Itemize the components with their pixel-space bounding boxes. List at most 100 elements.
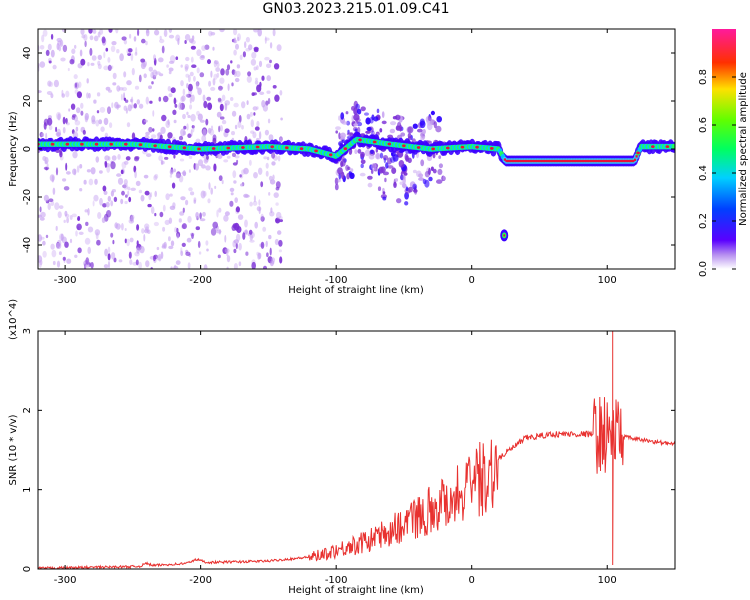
spectrogram-cloud-dot [403,172,408,176]
spectrogram-speckle-dot [112,72,117,80]
spectrogram-speckle-dot [62,44,68,53]
spectrogram-speckle-dot [219,29,225,33]
spectrogram-speckle-dot [149,100,153,104]
spectrogram-cloud-dot [335,126,341,130]
spectrogram-speckle-dot [103,51,106,59]
spectrogram-speckle-dot [279,256,283,264]
ridge-core [537,159,541,163]
ridge-bead [372,140,377,144]
spectrogram-speckle-dot [260,213,264,222]
spectrogram-speckle-dot [140,58,146,63]
spectrogram-speckle-dot [249,111,253,117]
spectrogram-speckle-dot [79,49,83,57]
spectrogram-speckle-dot [188,187,193,192]
ridge-core [570,159,573,163]
spectrogram-speckle-dot [169,55,176,63]
spectrogram-speckle-dot [145,29,150,37]
spectrogram-speckle-dot [74,254,78,258]
spectrogram-speckle-dot [141,228,145,234]
spectrogram-speckle-dot [106,210,112,218]
ridge-core [624,159,627,163]
spectrogram-speckle-dot [111,102,114,109]
spectrogram-speckle-dot [145,131,150,136]
spectrogram-speckle-dot [67,67,70,72]
spectrogram-speckle-dot [223,159,229,163]
spectrogram-speckle-dot [107,57,111,63]
ridge-core [578,159,581,163]
spectrogram-speckle-dot [90,262,94,269]
spectrogram-speckle-dot [38,90,42,94]
spectrogram-cloud-dot [436,179,443,184]
spectrogram-speckle-dot [219,125,223,132]
spectrogram-speckle-dot [124,228,127,231]
spectrogram-speckle-dot [143,174,149,179]
spectrogram-speckle-dot [119,53,124,62]
spectrogram-speckle-dot [252,131,257,139]
ridge-core [521,159,524,163]
spectrogram-speckle-dot [217,254,221,259]
spectrogram-speckle-dot [216,111,222,118]
ridge-core [533,159,536,163]
spectrogram-speckle-dot [93,99,97,104]
spectrogram-speckle-dot [275,217,281,224]
spectrogram-speckle-dot [42,250,47,258]
spectrogram-speckle-dot [214,60,219,65]
spectrogram-cloud-dot [376,108,380,114]
ridge-core [575,159,578,163]
spectrogram-speckle-dot [152,69,158,78]
spectrogram-cloud-dot [364,149,370,157]
spectrogram-speckle-dot [112,239,115,245]
ridge-bead [138,143,143,147]
spectrogram-speckle-dot [106,106,111,113]
spectrogram-cloud-dot [371,163,377,171]
spectrogram-speckle-dot [74,168,76,176]
spectrogram-speckle-dot [97,60,101,66]
spectrogram-speckle-dot [109,122,113,129]
spectrogram-speckle-dot [144,190,150,196]
spectrogram-speckle-dot [94,178,98,185]
spectrogram-speckle-dot [108,156,111,161]
spectrogram-speckle-dot [39,259,43,266]
ridge-core [622,159,625,163]
spectrogram-cloud-dot [354,149,358,155]
spectrogram-speckle-dot [260,181,264,188]
ridge-core [612,159,615,163]
spectrogram-speckle-dot [128,218,135,224]
spectrogram-cloud-dot [407,126,414,134]
spectrogram-speckle-dot [242,51,246,58]
spectrogram-speckle-dot [272,85,277,89]
spectrogram-cloud-dot [400,132,406,137]
spectrogram-speckle-dot [176,233,180,239]
spectrogram-cloud-dot [376,153,380,159]
ridge-core [526,159,529,163]
spectrogram-speckle-dot [278,216,283,220]
ridge-core [594,159,597,163]
spectrogram-cloud-dot [370,149,374,154]
spectrogram-speckle-dot [256,106,259,110]
spectrogram-speckle-dot [136,99,140,105]
spectrogram-speckle-dot [218,228,221,235]
spectrogram-cloud-dot [430,110,435,116]
spectrogram-speckle-dot [107,106,111,114]
spectrogram-speckle-dot [85,257,90,266]
spectrogram-speckle-dot [124,238,127,244]
spectrogram-speckle-dot [199,212,202,220]
spectrogram-speckle-dot [253,48,259,53]
spectrogram-speckle-dot [125,194,128,198]
ridge-bead [651,145,655,149]
ridge-inner [671,143,675,150]
spectrogram-speckle-dot [173,168,177,173]
spectrogram-speckle-dot [63,219,66,223]
spectrogram-speckle-dot [233,69,237,78]
spectrogram-speckle-dot [138,74,142,83]
ridge-core [604,159,607,163]
spectrogram-speckle-dot [173,154,176,159]
spectrogram-speckle-dot [127,190,130,196]
spectrogram-speckle-dot [234,155,240,159]
spectrogram-cloud-dot [420,135,425,141]
spectrogram-speckle-dot [207,102,213,111]
spectrogram-speckle-dot [190,45,196,50]
spectrogram-speckle-dot [140,194,145,202]
spectrogram-speckle-dot [41,34,45,43]
spectrogram-speckle-dot [129,33,132,39]
